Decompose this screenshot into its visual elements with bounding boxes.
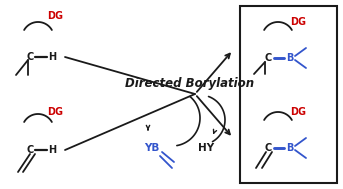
- Text: C: C: [26, 52, 34, 62]
- Text: B: B: [286, 53, 294, 63]
- Text: YB: YB: [144, 143, 160, 153]
- Text: DG: DG: [47, 11, 63, 21]
- Text: C: C: [264, 143, 272, 153]
- Text: H: H: [48, 145, 56, 155]
- Text: B: B: [286, 143, 294, 153]
- Text: C: C: [26, 145, 34, 155]
- Text: Directed Borylation: Directed Borylation: [126, 77, 255, 90]
- Text: HY: HY: [198, 143, 214, 153]
- Text: DG: DG: [290, 107, 306, 117]
- Text: H: H: [48, 52, 56, 62]
- Text: DG: DG: [290, 17, 306, 27]
- Text: C: C: [264, 53, 272, 63]
- Bar: [240, 6, 337, 183]
- Text: DG: DG: [47, 107, 63, 117]
